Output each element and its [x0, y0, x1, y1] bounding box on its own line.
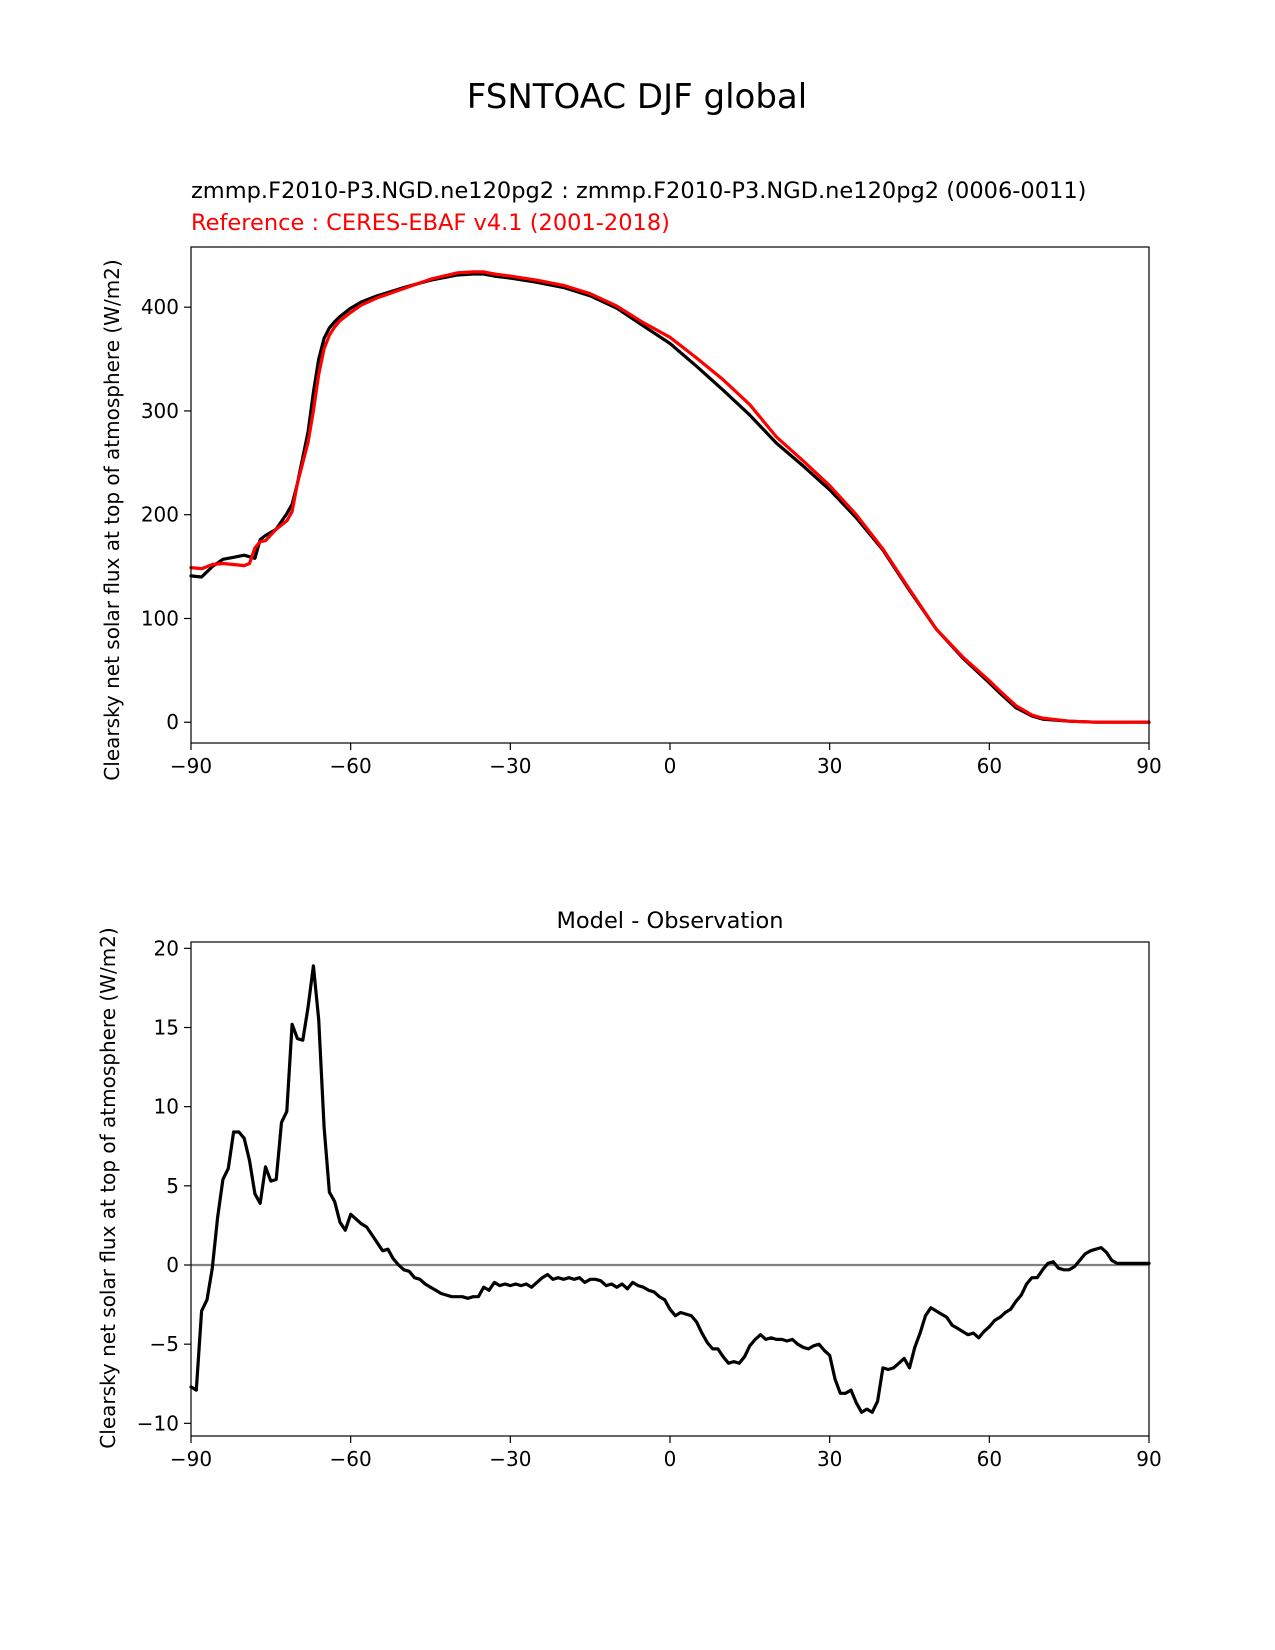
top-y-tick-label: 0 [166, 710, 179, 734]
bottom-panel: Model - Observation Clearsky net solar f… [96, 908, 1162, 1471]
bottom-plot-frame [190, 941, 1150, 1437]
top-reference-series-line [189, 270, 1151, 724]
bottom-y-tick-label: 0 [166, 1253, 179, 1277]
bottom-y-tick-label: −10 [137, 1411, 179, 1435]
top-test-series-line [189, 272, 1151, 724]
top-x-tick-label: 90 [1136, 754, 1161, 778]
top-y-tick-label: 100 [141, 606, 179, 630]
figure-title: FSNTOAC DJF global [467, 77, 807, 117]
top-panel: zmmp.F2010-P3.NGD.ne120pg2 : zmmp.F2010-… [100, 178, 1162, 781]
top-y-tick-label: 300 [141, 399, 179, 423]
top-x-tick-label: −90 [170, 754, 212, 778]
bottom-difference-series-line [189, 964, 1151, 1414]
top-y-axis-label: Clearsky net solar flux at top of atmosp… [100, 259, 124, 780]
top-y-tick-label: 200 [141, 503, 179, 527]
top-x-tick-label: 60 [977, 754, 1002, 778]
top-y-tick-label: 400 [141, 295, 179, 319]
bottom-title: Model - Observation [557, 908, 784, 934]
bottom-x-tick-label: 30 [817, 1447, 842, 1471]
bottom-lines [189, 964, 1151, 1414]
top-x-tick-label: −60 [330, 754, 372, 778]
bottom-y-tick-label: 10 [154, 1095, 179, 1119]
top-x-tick-label: 0 [664, 754, 677, 778]
bottom-y-tick-label: −5 [150, 1332, 179, 1356]
top-plot-frame [190, 246, 1150, 744]
top-subtitle-reference: Reference : CERES-EBAF v4.1 (2001-2018) [191, 210, 670, 236]
top-lines [189, 270, 1151, 724]
top-x-tick-label: 30 [817, 754, 842, 778]
top-x-tick-label: −30 [489, 754, 531, 778]
bottom-y-tick-label: 20 [154, 936, 179, 960]
bottom-x-tick-label: −90 [170, 1447, 212, 1471]
bottom-x-tick-label: 0 [664, 1447, 677, 1471]
bottom-y-tick-label: 5 [166, 1174, 179, 1198]
bottom-y-tick-label: 15 [154, 1016, 179, 1040]
bottom-x-tick-label: −30 [489, 1447, 531, 1471]
bottom-x-tick-label: 90 [1136, 1447, 1161, 1471]
top-ticks: −90 −60 −30 0 30 60 90 0 100 200 300 400 [141, 295, 1162, 778]
bottom-ticks: −90 −60 −30 0 30 60 90 −10 −5 0 5 10 15 20 [137, 936, 1162, 1471]
bottom-y-axis-label: Clearsky net solar flux at top of atmosp… [96, 927, 120, 1448]
bottom-x-tick-label: 60 [977, 1447, 1002, 1471]
bottom-x-tick-label: −60 [330, 1447, 372, 1471]
top-subtitle-test: zmmp.F2010-P3.NGD.ne120pg2 : zmmp.F2010-… [191, 178, 1086, 204]
